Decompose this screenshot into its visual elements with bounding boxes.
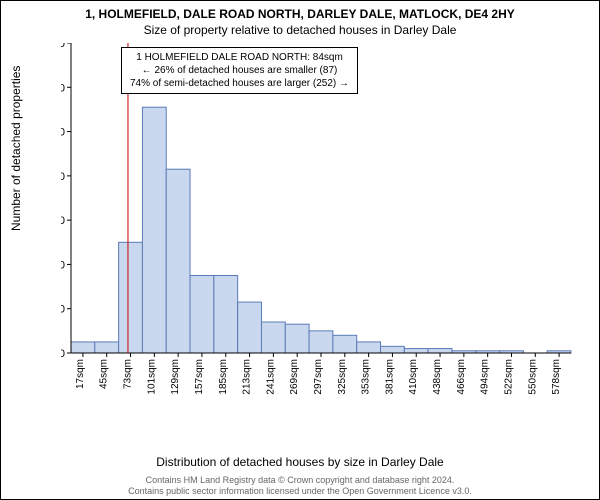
x-tick-label: 410sqm <box>408 359 419 395</box>
x-tick-label: 157sqm <box>194 359 205 395</box>
x-axis-label: Distribution of detached houses by size … <box>1 455 599 469</box>
svg-text:20: 20 <box>61 304 65 316</box>
x-tick-label: 213sqm <box>242 359 253 395</box>
histogram-bar <box>309 331 333 353</box>
x-tick-label: 241sqm <box>265 359 276 395</box>
histogram-bar <box>428 349 452 353</box>
histogram-bar <box>381 346 405 353</box>
x-tick-label: 438sqm <box>432 359 443 395</box>
x-tick-label: 494sqm <box>480 359 491 395</box>
annotation-box: 1 HOLMEFIELD DALE ROAD NORTH: 84sqm ← 26… <box>121 47 358 94</box>
plot-area: 0 20 40 60 80 100 120 140 17sqm 45sqm 73sqm 101sqm 1… <box>61 43 581 413</box>
x-tick-label: 381sqm <box>384 359 395 395</box>
annotation-line2: ← 26% of detached houses are smaller (87… <box>130 64 349 77</box>
histogram-bar <box>190 276 214 354</box>
x-tick-label: 185sqm <box>218 359 229 395</box>
chart-subtitle: Size of property relative to detached ho… <box>1 23 599 37</box>
svg-text:60: 60 <box>61 215 65 227</box>
svg-text:40: 40 <box>61 259 65 271</box>
histogram-bar <box>214 276 238 354</box>
svg-text:0: 0 <box>61 348 65 360</box>
svg-text:100: 100 <box>61 127 65 139</box>
x-tick-label: 17sqm <box>75 359 86 389</box>
x-tick-label: 101sqm <box>146 359 157 395</box>
x-tick-label: 466sqm <box>456 359 467 395</box>
histogram-svg: 0 20 40 60 80 100 120 140 17sqm 45sqm 73sqm 101sqm 1… <box>61 43 581 413</box>
annotation-line3: 74% of semi-detached houses are larger (… <box>130 77 349 90</box>
histogram-bar <box>285 324 309 353</box>
x-tick-label: 129sqm <box>170 359 181 395</box>
x-tick-label: 297sqm <box>313 359 324 395</box>
histogram-bar <box>238 302 262 353</box>
histogram-bar <box>119 242 143 353</box>
annotation-line1: 1 HOLMEFIELD DALE ROAD NORTH: 84sqm <box>130 51 349 64</box>
y-axis-label: Number of detached properties <box>9 66 23 231</box>
histogram-bar <box>357 342 381 353</box>
x-tick-label: 269sqm <box>289 359 300 395</box>
histogram-bar <box>404 349 428 353</box>
svg-text:120: 120 <box>61 82 65 94</box>
histogram-bar <box>95 342 119 353</box>
attribution-text: Contains HM Land Registry data © Crown c… <box>1 475 599 497</box>
attribution-line2: Contains public sector information licen… <box>1 486 599 497</box>
x-tick-label: 45sqm <box>99 359 110 389</box>
x-tick-label: 353sqm <box>361 359 372 395</box>
svg-text:140: 140 <box>61 43 65 50</box>
histogram-bar <box>71 342 95 353</box>
x-tick-label: 522sqm <box>503 359 514 395</box>
x-tick-label: 73sqm <box>123 359 134 389</box>
histogram-bar <box>142 107 166 353</box>
svg-text:80: 80 <box>61 171 65 183</box>
histogram-bar <box>333 335 357 353</box>
x-tick-label: 325sqm <box>337 359 348 395</box>
x-tick-label: 550sqm <box>527 359 538 395</box>
chart-container: 1, HOLMEFIELD, DALE ROAD NORTH, DARLEY D… <box>0 0 600 500</box>
attribution-line1: Contains HM Land Registry data © Crown c… <box>1 475 599 486</box>
x-tick-label: 578sqm <box>551 359 562 395</box>
histogram-bar <box>166 169 190 353</box>
histogram-bar <box>261 322 285 353</box>
chart-title-address: 1, HOLMEFIELD, DALE ROAD NORTH, DARLEY D… <box>1 7 599 21</box>
